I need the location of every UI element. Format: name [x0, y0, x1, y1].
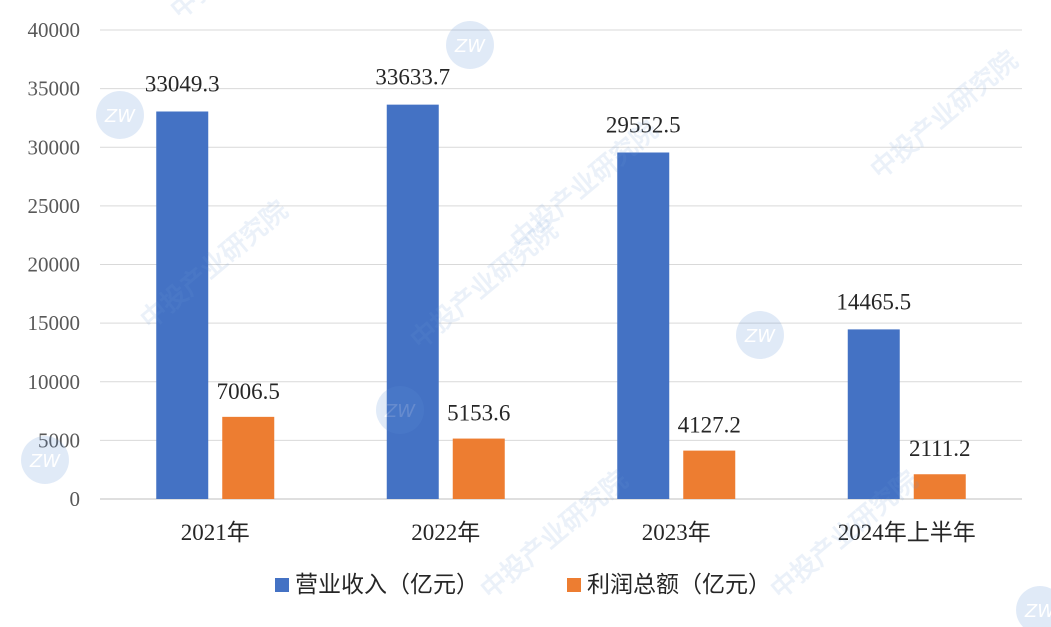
y-tick-label: 0: [70, 487, 81, 511]
y-tick-label: 10000: [28, 370, 81, 394]
watermark-logo: ZW: [376, 386, 424, 434]
bar-profit: [222, 416, 275, 499]
svg-text:ZW: ZW: [454, 36, 486, 57]
data-label: 7006.5: [217, 379, 280, 404]
y-tick-label: 35000: [28, 77, 81, 101]
data-label: 5153.6: [447, 401, 510, 426]
data-label: 2111.2: [909, 436, 971, 461]
x-category-label: 2022年: [411, 520, 480, 545]
y-tick-label: 30000: [28, 135, 81, 159]
bar-profit: [913, 474, 966, 499]
svg-text:ZW: ZW: [1024, 601, 1051, 622]
data-label: 29552.5: [606, 112, 681, 137]
data-label: 33049.3: [145, 71, 220, 96]
legend-label: 利润总额（亿元）: [587, 572, 771, 597]
watermark-logo: ZW: [96, 91, 144, 139]
watermark-text: 中投产业研究院: [545, 0, 704, 5]
legend-swatch: [567, 578, 581, 592]
y-tick-label: 25000: [28, 194, 81, 218]
data-label: 4127.2: [678, 413, 741, 438]
bar-revenue: [156, 111, 209, 500]
svg-text:ZW: ZW: [29, 451, 61, 472]
bar-profit: [683, 450, 736, 499]
watermark-logo: ZW: [1016, 586, 1051, 627]
watermark-logo: ZW: [736, 311, 784, 359]
svg-text:ZW: ZW: [104, 106, 136, 127]
y-tick-label: 40000: [28, 18, 81, 42]
y-tick-label: 15000: [28, 311, 81, 335]
bar-profit: [452, 438, 505, 499]
x-category-label: 2024年上半年: [838, 520, 976, 545]
svg-text:ZW: ZW: [744, 326, 776, 347]
watermark-logo: ZW: [446, 21, 494, 69]
svg-text:ZW: ZW: [384, 401, 416, 422]
bar-revenue: [847, 329, 900, 499]
watermark-text: 中投产业研究院: [865, 45, 1024, 186]
watermark-text: 中投产业研究院: [165, 0, 324, 25]
x-category-label: 2021年: [181, 520, 250, 545]
bar-revenue: [386, 104, 439, 499]
data-label: 14465.5: [836, 289, 911, 314]
legend-swatch: [275, 578, 289, 592]
x-category-label: 2023年: [642, 520, 711, 545]
bar-revenue: [617, 152, 670, 499]
y-tick-label: 20000: [28, 253, 81, 277]
legend-label: 营业收入（亿元）: [295, 572, 479, 597]
data-label: 33633.7: [375, 65, 450, 90]
y-tick-label: 5000: [38, 428, 80, 452]
watermark-logo: ZW: [21, 436, 69, 484]
